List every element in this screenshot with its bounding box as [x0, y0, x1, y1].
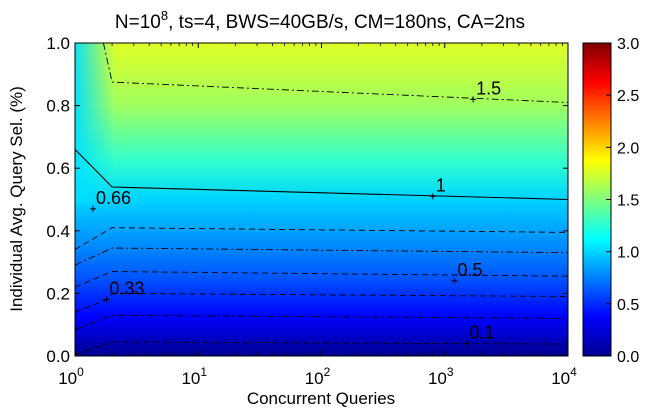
- colorbar-tick-label: 1.5: [617, 193, 639, 210]
- contour-label-marker: [429, 193, 436, 200]
- contour-line: [75, 227, 568, 250]
- contour-label-marker: [451, 277, 458, 284]
- y-tick-label: 0.4: [46, 222, 70, 241]
- x-tick-label: 104: [551, 365, 577, 388]
- contour-labels: 0.1 0.33 0.5 0.66 1 1.5: [90, 78, 501, 347]
- chart-title: N=108, ts=4, BWS=40GB/s, CM=180ns, CA=2n…: [115, 8, 525, 33]
- y-tick-label: 1.0: [46, 34, 70, 53]
- y-axis-label: Individual Avg. Query Sel. (%): [7, 86, 26, 312]
- x-tick-label: 102: [305, 365, 331, 388]
- x-tick-label: 103: [428, 365, 454, 388]
- contour-line: [75, 247, 568, 266]
- contour-line: [75, 271, 568, 288]
- contour-lines: [75, 43, 568, 355]
- contour-label: 0.1: [469, 322, 494, 342]
- y-tick-label: 0.8: [46, 97, 70, 116]
- contour-label: 0.66: [96, 188, 131, 208]
- y-tick-label: 0.2: [46, 284, 70, 303]
- colorbar-tick-label: 2.5: [617, 88, 639, 105]
- contour-label: 1: [436, 175, 446, 195]
- colorbar-tick-label: 0.5: [617, 297, 639, 314]
- contour-label: 1.5: [476, 78, 501, 98]
- contour-line: [75, 341, 568, 355]
- contour-label-marker: [103, 296, 110, 303]
- x-axis-label: Concurrent Queries: [247, 389, 395, 408]
- x-tick-label: 101: [181, 365, 207, 388]
- heatmap-left-edge: [75, 43, 115, 203]
- heatmap-surface: [75, 43, 568, 356]
- colorbar-tick-label: 0.0: [617, 349, 639, 366]
- y-axis-ticks: 0.0 0.2 0.4 0.6 0.8 1.0: [46, 34, 568, 366]
- contour-label: 0.33: [109, 279, 144, 299]
- colorbar-ticks: 0.0 0.5 1.0 1.5 2.0 2.5 3.0: [606, 36, 639, 366]
- contour-line: [102, 43, 568, 103]
- contour-label-marker: [463, 340, 470, 347]
- y-tick-label: 0.6: [46, 159, 70, 178]
- colorbar-tick-label: 2.0: [617, 140, 639, 157]
- colorbar-tick-label: 3.0: [617, 36, 639, 53]
- contour-label-marker: [90, 205, 97, 212]
- contour-label-marker: [470, 96, 477, 103]
- x-tick-label: 100: [58, 365, 84, 388]
- contour-label: 0.5: [458, 260, 483, 280]
- contour-line: [75, 149, 568, 201]
- x-axis-ticks: 100 101 102 103 104: [58, 43, 577, 388]
- colorbar-tick-label: 1.0: [617, 245, 639, 262]
- contour-line: [75, 292, 568, 313]
- colorbar: 0.0 0.5 1.0 1.5 2.0 2.5 3.0: [582, 36, 639, 366]
- y-tick-label: 0.0: [46, 347, 70, 366]
- plot-area: 0.1 0.33 0.5 0.66 1 1.5: [74, 42, 569, 357]
